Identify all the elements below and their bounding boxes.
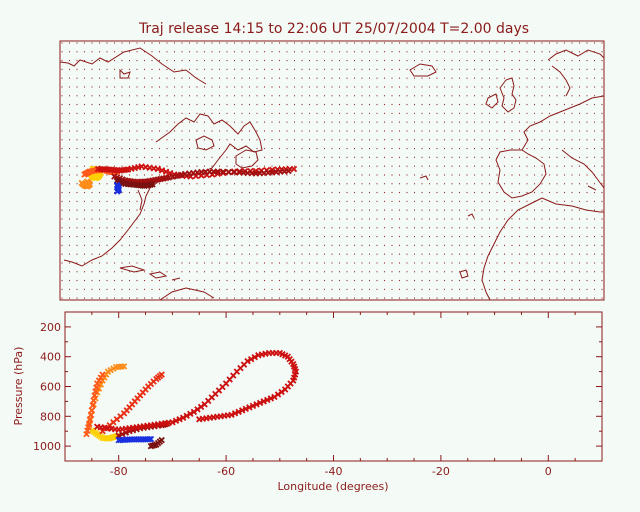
map-panel [59, 40, 605, 301]
pressure-trajectory-point [183, 412, 190, 420]
pressure-trajectory-point [246, 404, 253, 411]
x-tick-label: 0 [545, 465, 552, 478]
y-tick-label: 600 [40, 381, 61, 394]
y-axis-label: Pressure (hPa) [12, 347, 25, 426]
pressure-trajectory-point [176, 416, 183, 423]
map-trajectory-point [149, 181, 156, 188]
map-trajectory-point [219, 168, 227, 175]
pressure-trajectories [83, 349, 300, 450]
pressure-trajectory-point [267, 395, 275, 402]
pressure-trajectory-point [145, 435, 153, 443]
y-tick-label: 1000 [33, 440, 61, 453]
pressure-trajectory-point [247, 355, 255, 363]
map-trajectory-point [290, 165, 298, 173]
map-grid-dots [60, 41, 604, 300]
map-trajectory-point [230, 169, 238, 176]
pressure-trajectory-point [260, 398, 267, 405]
pressure-trajectory-point [242, 405, 250, 413]
pressure-trajectory-point [88, 407, 96, 414]
y-tick-label: 400 [40, 351, 61, 364]
x-axis-label: Longitude (degrees) [277, 480, 388, 493]
pressure-trajectory-point [249, 402, 257, 410]
pressure-trajectory-point [196, 416, 203, 423]
y-tick-label: 200 [40, 321, 61, 334]
pressure-trajectory-point [231, 410, 239, 417]
map-trajectory-point [113, 188, 121, 195]
pressure-trajectory-point [179, 414, 187, 422]
map-frame [59, 40, 605, 301]
pressure-trajectory-point [244, 357, 251, 365]
pressure-trajectory-point [86, 416, 94, 423]
pressure-trajectory-point [264, 396, 271, 404]
pressure-trajectory-point [120, 363, 128, 370]
x-tick-label: -20 [432, 465, 450, 478]
pressure-trajectory-point [172, 417, 180, 425]
pressure-trajectory-point [99, 371, 106, 378]
pressure-trajectory-point [85, 420, 93, 427]
pressure-trajectory-point [147, 442, 155, 450]
x-tick-label: -80 [110, 465, 128, 478]
pressure-trajectory-point [256, 399, 264, 407]
map-trajectory-point [83, 178, 91, 185]
map-trajectory-point [214, 168, 221, 175]
pressure-ticks [64, 311, 603, 462]
pressure-trajectory-point [251, 353, 258, 361]
map-trajectory-point [154, 165, 162, 173]
pressure-trajectory-point [187, 410, 194, 418]
map-trajectory-point [285, 167, 292, 175]
pressure-trajectory-point [90, 397, 97, 404]
x-tick-label: -40 [325, 465, 343, 478]
y-tick-label: 800 [40, 410, 61, 423]
pressure-tick-labels: -80 -60 -40 -20 0 200 400 600 800 1000 [33, 321, 552, 478]
pressure-trajectory-point [235, 408, 242, 416]
pressure-trajectory-point [158, 371, 165, 378]
pressure-panel: -80 -60 -40 -20 0 200 400 600 800 1000 Longitude … [12, 311, 603, 493]
map-trajectory-point [162, 168, 170, 175]
map-trajectories [78, 163, 298, 195]
pressure-trajectory-point [271, 393, 278, 401]
map-trajectory-point [158, 167, 166, 174]
pressure-trajectory-point [89, 402, 96, 409]
chart-title: Traj release 14:15 to 22:06 UT 25/07/200… [138, 21, 529, 37]
x-tick-label: -60 [217, 465, 235, 478]
pressure-trajectory-point [87, 411, 95, 419]
map-trajectory-point [225, 168, 232, 176]
pressure-trajectory-point [147, 435, 155, 443]
pressure-trajectory-point [253, 401, 260, 408]
pressure-trajectory-point [238, 407, 246, 414]
pressure-trajectory-point [169, 419, 176, 426]
